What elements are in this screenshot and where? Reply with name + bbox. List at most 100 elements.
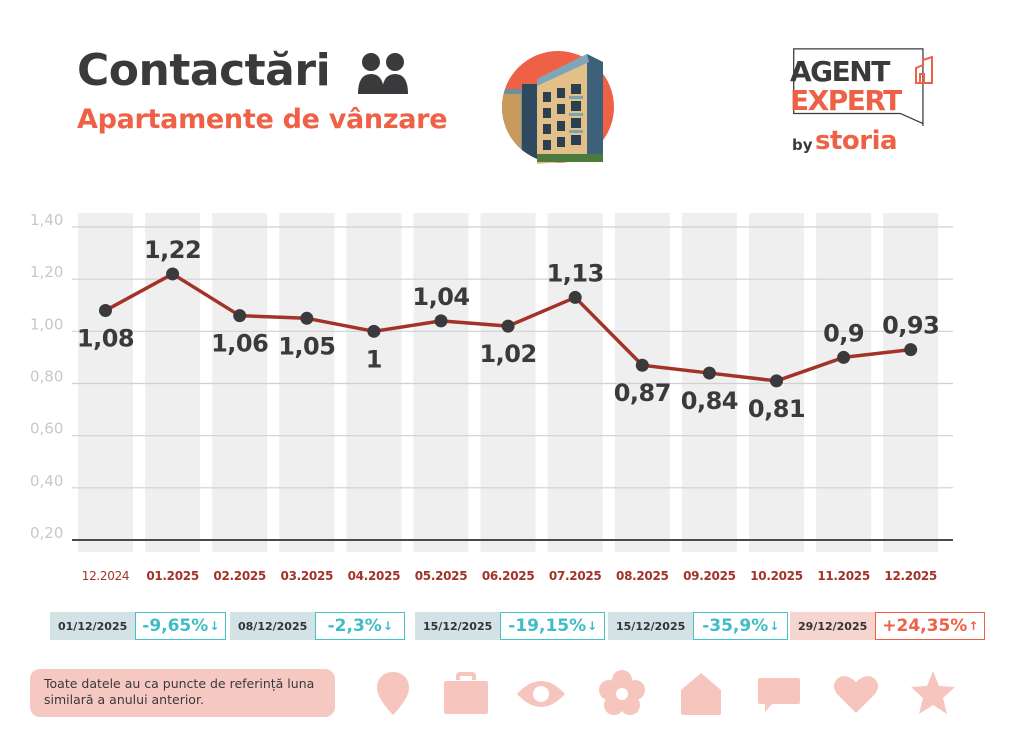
agent-expert-logo: AGENT EXPERT by storia [782,48,942,160]
badge-date: 29/12/2025 [790,612,876,640]
x-tick-label: 10.2025 [750,569,803,583]
data-point [434,314,448,328]
house-icon [681,673,721,715]
location-pin-icon [377,672,409,715]
column-band [883,213,939,552]
data-label: 1,08 [77,324,134,352]
logo-by-text: by [792,136,813,154]
y-tick-label: 0,40 [30,472,63,490]
column-band [78,213,133,552]
x-tick-label: 04.2025 [348,569,401,583]
data-label: 1,06 [211,330,268,358]
column-band [480,213,536,552]
change-badge: 01/12/2025 -9,65% ↓ [50,612,227,640]
badge-value: -19,15% ↓ [500,612,606,640]
change-badge: 15/12/2025 -19,15% ↓ [415,612,606,640]
arrow-down-icon: ↓ [587,619,598,633]
data-label: 0,81 [748,395,805,423]
apartment-building-photo [502,51,614,164]
badge-value-text: +24,35% [882,616,968,636]
chat-bubble-icon [758,678,800,712]
data-point [568,290,582,304]
data-point [501,319,515,333]
y-tick-label: 1,20 [30,263,63,281]
data-label: 1,05 [278,332,335,360]
people-icon [358,53,408,94]
briefcase-icon [444,672,488,714]
x-tick-label: 08.2025 [616,569,669,583]
badge-value-text: -9,65% [142,616,209,636]
data-point [770,374,783,388]
star-icon [911,671,955,714]
column-band [816,213,872,552]
data-label: 0,87 [614,379,671,407]
column-band [547,213,603,552]
x-tick-label: 03.2025 [281,569,334,583]
column-band [346,213,402,552]
column-band [681,213,737,552]
column-band [614,213,670,552]
flower-icon [599,670,645,715]
x-tick-label: 07.2025 [549,569,602,583]
badge-value-text: -19,15% [508,616,587,636]
change-badge: 15/12/2025 -35,9% ↓ [608,612,789,640]
data-label: 0,93 [882,312,939,340]
y-tick-label: 1,40 [30,211,63,229]
x-tick-label: 05.2025 [415,569,468,583]
building-icon [915,56,933,84]
arrow-up-icon: ↑ [968,619,979,633]
arrow-down-icon: ↓ [382,619,393,633]
badge-value-text: -35,9% [702,616,769,636]
data-label: 0,84 [681,387,738,415]
data-label: 1,13 [547,259,604,287]
data-point [300,311,314,325]
logo-agent-text: AGENT [790,55,890,88]
reference-note: Toate datele au ca puncte de referință l… [30,669,335,717]
y-tick-label: 0,20 [30,524,63,542]
data-point [99,303,112,317]
y-tick-label: 0,80 [30,368,63,386]
data-point [904,343,918,357]
data-point [367,324,381,338]
heart-icon [834,676,878,713]
line-chart: 1,40 1,20 1,00 0,80 0,60 0,40 0,20 1,08 1,22 1,06… [30,211,953,583]
data-label: 0,9 [823,319,864,347]
eye-icon [517,681,565,707]
badge-value: -9,65% ↓ [135,612,227,640]
x-tick-label: 11.2025 [817,569,870,583]
column-band [413,213,469,552]
change-badge: 08/12/2025 -2,3% ↓ [230,612,406,640]
logo-expert-text: EXPERT [790,84,902,117]
x-tick-label: 09.2025 [683,569,736,583]
y-tick-label: 1,00 [30,315,63,333]
data-label: 1,04 [412,283,469,311]
data-point [837,350,851,364]
badge-date: 15/12/2025 [415,612,501,640]
badge-value: -2,3% ↓ [315,612,406,640]
data-label: 1,22 [144,236,201,264]
data-point [635,358,649,372]
page-subtitle: Apartamente de vânzare [77,104,448,135]
logo-frame [793,48,924,127]
column-band [279,213,335,552]
x-tick-label: 02.2025 [213,569,266,583]
badge-value-text: -2,3% [327,616,382,636]
x-tick-label: 12.2025 [884,569,937,583]
arrow-down-icon: ↓ [209,619,220,633]
logo-storia-text: storia [815,126,898,156]
data-point [233,309,247,323]
badge-date: 01/12/2025 [50,612,136,640]
x-tick-label: 01.2025 [146,569,199,583]
data-point [702,366,716,380]
badge-date: 08/12/2025 [230,612,316,640]
column-band [212,213,268,552]
change-badge: 29/12/2025 +24,35% ↑ [790,612,986,640]
badge-value: -35,9% ↓ [693,612,789,640]
arrow-down-icon: ↓ [769,619,780,633]
x-tick-label: 12.2024 [82,569,130,583]
badge-date: 15/12/2025 [608,612,694,640]
y-tick-label: 0,60 [30,420,63,438]
x-tick-label: 06.2025 [482,569,535,583]
page-title: Contactări [77,45,331,96]
data-label: 1,02 [479,340,536,368]
